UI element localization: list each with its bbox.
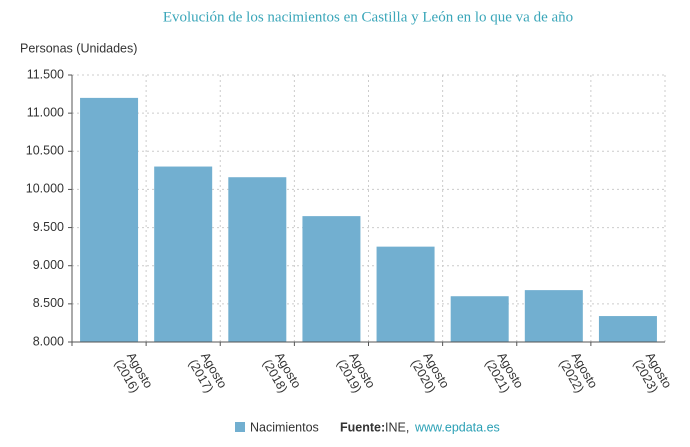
bar: [450, 296, 509, 342]
source-text: INE,: [385, 420, 409, 434]
x-tick-label: Agosto(2018): [260, 350, 304, 398]
y-tick-label: 9.500: [33, 220, 64, 234]
x-tick-label: Agosto(2020): [408, 350, 452, 398]
bar: [524, 290, 583, 342]
y-tick-label: 10.000: [26, 182, 64, 196]
bar: [154, 166, 213, 342]
chart-title: Evolución de los nacimientos en Castilla…: [163, 9, 573, 25]
source-link[interactable]: www.epdata.es: [414, 420, 500, 434]
legend-label: Nacimientos: [250, 420, 319, 434]
y-tick-label: 11.500: [27, 67, 64, 81]
y-axis-label: Personas (Unidades): [20, 41, 137, 55]
bar: [302, 216, 361, 342]
y-tick-label: 8.500: [33, 296, 64, 310]
y-tick-label: 10.500: [26, 144, 64, 158]
x-tick-label: Agosto(2023): [630, 350, 674, 398]
y-tick-label: 9.000: [33, 258, 64, 272]
x-tick-label: Agosto(2022): [556, 350, 600, 398]
x-tick-label: Agosto(2017): [186, 350, 230, 398]
x-tick-label: Agosto(2021): [482, 350, 526, 398]
source-label: Fuente:: [340, 420, 385, 434]
bar: [228, 177, 287, 342]
y-tick-label: 11.000: [27, 105, 64, 119]
bar: [80, 97, 139, 342]
legend-swatch: [235, 422, 245, 432]
y-tick-label: 8.000: [33, 334, 64, 348]
bar: [376, 246, 435, 342]
x-tick-label: Agosto(2019): [334, 350, 378, 398]
bar: [598, 316, 657, 342]
x-tick-label: Agosto(2016): [111, 350, 155, 398]
